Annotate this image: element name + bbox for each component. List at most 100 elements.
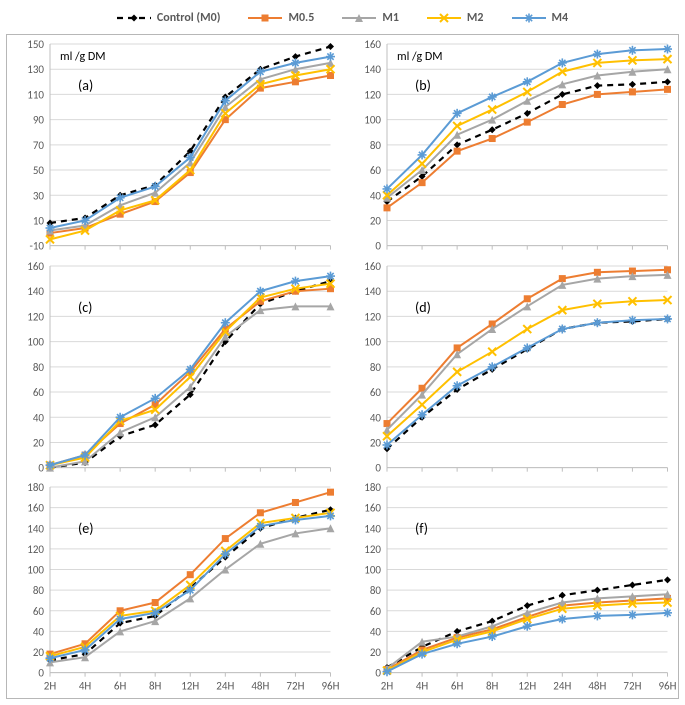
y-tick-label: -10	[29, 240, 44, 253]
legend-item-M05: M0.5	[248, 11, 314, 25]
x-tick-label: 24H	[553, 680, 571, 693]
panel-d: 020406080100120140160(d)	[343, 256, 680, 478]
panels-grid: -101030507090110130150(a)ml /g DM 020406…	[6, 34, 679, 699]
y-tick-label: 100	[27, 335, 44, 348]
legend-item-M2: M2	[427, 11, 484, 25]
series-marker-M4	[452, 381, 461, 390]
series-marker-M2	[523, 325, 531, 333]
y-tick-label: 80	[369, 584, 381, 597]
series-marker-M4	[592, 612, 601, 621]
y-tick-label: 60	[33, 605, 45, 618]
x-tick-label: 6H	[114, 680, 127, 693]
series-marker-M0	[628, 582, 635, 589]
series-marker-M4	[221, 318, 230, 327]
x-tick-label: 2H	[380, 680, 393, 693]
panel-label: (d)	[415, 299, 431, 316]
series-marker-M05	[488, 135, 495, 142]
y-tick-label: 70	[33, 139, 45, 152]
x-tick-label: 96H	[321, 680, 339, 693]
series-marker-M4	[46, 224, 55, 233]
legend-label: M1	[382, 11, 399, 25]
series-marker-M2	[453, 122, 461, 130]
series-marker-M0	[152, 421, 159, 428]
series-marker-M4	[557, 324, 566, 333]
series-marker-M05	[628, 88, 635, 95]
y-tick-label: 40	[369, 411, 381, 424]
series-marker-M4	[487, 362, 496, 371]
series-marker-M05	[187, 572, 194, 579]
series-marker-M4	[592, 50, 601, 59]
series-marker-M05	[222, 535, 229, 542]
y-tick-label: 50	[33, 164, 45, 177]
panel-e: 0204060801001201401601802H4H6H8H12H24H48…	[6, 477, 343, 699]
series-marker-M05	[383, 204, 390, 211]
series-marker-M4	[382, 440, 391, 449]
legend-swatch-M4	[512, 11, 546, 25]
series-marker-M4	[627, 46, 636, 55]
y-tick-label: 160	[364, 38, 381, 51]
panel-label: (f)	[415, 520, 428, 537]
axis-label: ml /g DM	[60, 50, 106, 64]
series-marker-M0	[488, 126, 495, 133]
y-tick-label: 40	[369, 189, 381, 202]
y-tick-label: 40	[33, 411, 45, 424]
legend-label: M2	[467, 11, 484, 25]
panel-a: -101030507090110130150(a)ml /g DM	[6, 34, 343, 256]
panel-label: (c)	[78, 299, 92, 316]
y-tick-label: 180	[364, 481, 381, 494]
y-tick-label: 150	[27, 38, 44, 51]
legend-swatch-M2	[427, 11, 461, 25]
y-tick-label: 120	[27, 543, 44, 556]
panel-c: 020406080100120140160(c)	[6, 256, 343, 478]
series-marker-M05	[523, 295, 530, 302]
y-tick-label: 30	[33, 189, 45, 202]
y-tick-label: 100	[27, 564, 44, 577]
series-marker-M05	[152, 599, 159, 606]
chart-e: 0204060801001201401601802H4H6H8H12H24H48…	[6, 477, 343, 699]
chart-f: 0204060801001201401601802H4H6H8H12H24H48…	[343, 477, 680, 699]
y-tick-label: 160	[364, 260, 381, 273]
series-marker-M0	[453, 141, 460, 148]
series-marker-M1	[453, 131, 461, 139]
x-tick-label: 24H	[216, 680, 234, 693]
series-marker-M4	[291, 58, 300, 67]
series-marker-M2	[488, 347, 496, 355]
series-line-M4	[387, 613, 668, 672]
series-marker-M4	[291, 276, 300, 285]
series-marker-M05	[593, 91, 600, 98]
series-line-M4	[387, 319, 668, 445]
y-tick-label: 60	[33, 386, 45, 399]
y-tick-label: 100	[364, 335, 381, 348]
series-line-M0	[387, 319, 668, 449]
chart-a: -101030507090110130150(a)ml /g DM	[6, 34, 343, 256]
legend-item-M4: M4	[512, 11, 569, 25]
x-tick-label: 8H	[149, 680, 162, 693]
legend-item-M0: Control (M0)	[117, 11, 221, 25]
y-tick-label: 80	[369, 139, 381, 152]
series-marker-M05	[257, 510, 264, 517]
panel-label: (e)	[78, 520, 93, 537]
series-marker-M4	[417, 150, 426, 159]
series-marker-M1	[116, 428, 124, 436]
y-tick-label: 20	[369, 436, 381, 449]
y-tick-label: 80	[33, 584, 45, 597]
x-tick-label: 96H	[658, 680, 676, 693]
y-tick-label: 100	[364, 114, 381, 127]
y-tick-label: 80	[369, 360, 381, 373]
legend-label: Control (M0)	[157, 11, 221, 25]
legend: Control (M0) M0.5 M1 M2 M4	[0, 4, 685, 32]
y-tick-label: 160	[27, 502, 44, 515]
series-marker-M0	[558, 592, 565, 599]
figure: Control (M0)M0.5M1M2M4 -1010305070901101…	[0, 0, 685, 705]
legend-label: M0.5	[288, 11, 314, 25]
y-tick-label: 0	[375, 240, 381, 253]
y-tick-label: 180	[27, 481, 44, 494]
series-line-M0	[50, 47, 331, 223]
y-tick-label: 160	[364, 502, 381, 515]
series-marker-M0	[628, 81, 635, 88]
series-marker-M05	[523, 119, 530, 126]
y-tick-label: 0	[375, 667, 381, 680]
series-marker-M4	[627, 611, 636, 620]
y-tick-label: 100	[364, 564, 381, 577]
y-tick-label: 40	[33, 626, 45, 639]
